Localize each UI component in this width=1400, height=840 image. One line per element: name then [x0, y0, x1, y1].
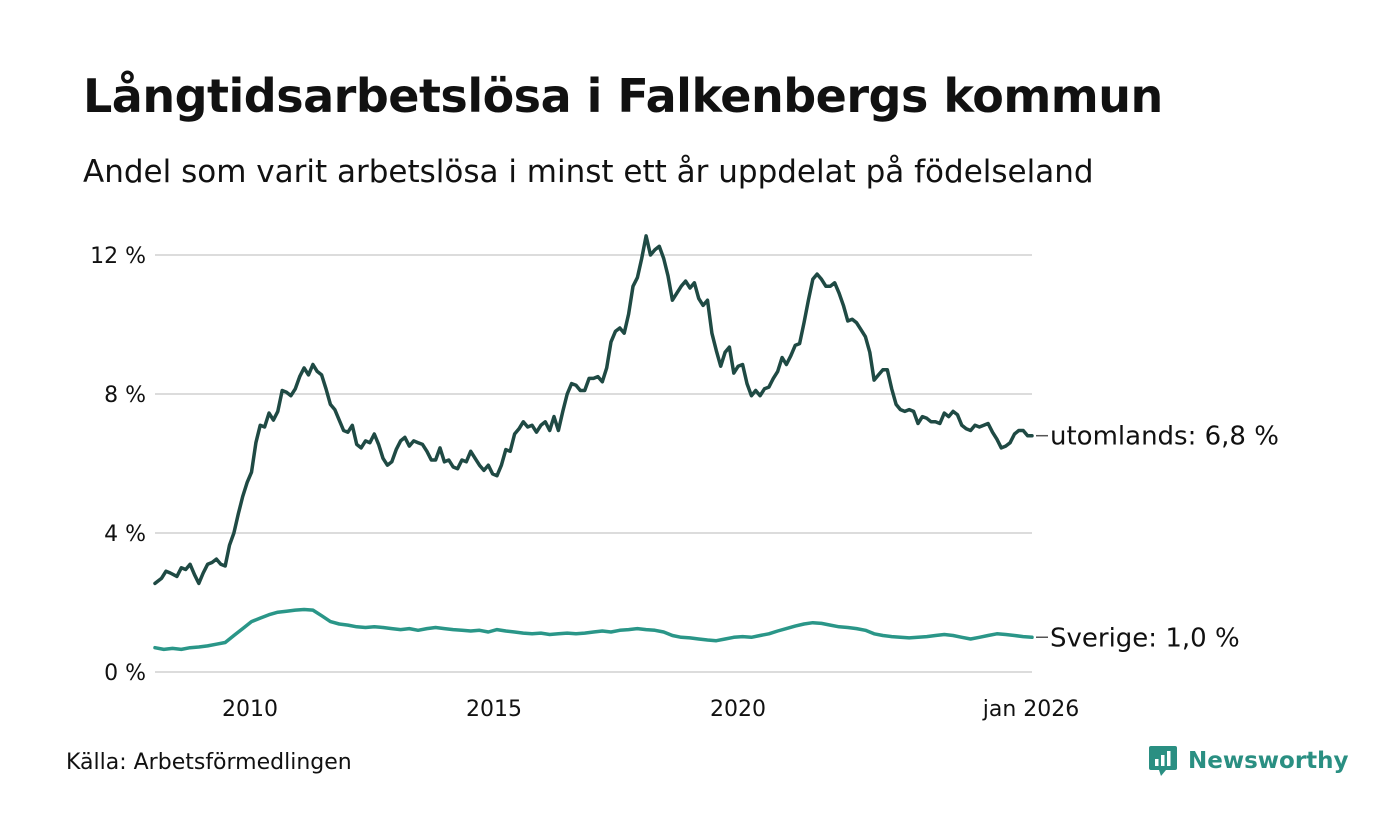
- x-tick-label: 2010: [222, 697, 278, 722]
- series-end-label-sverige: Sverige: 1,0 %: [1050, 623, 1240, 653]
- y-tick-label: 8 %: [104, 383, 146, 408]
- y-axis-ticks: 0 % 4 % 8 % 12 %: [90, 244, 146, 686]
- x-tick-label: jan 2026: [982, 697, 1080, 722]
- gridlines: [155, 254, 1032, 673]
- chart-title: Långtidsarbetslösa i Falkenbergs kommun: [83, 69, 1163, 123]
- series-end-labels: utomlands: 6,8 % Sverige: 1,0 %: [1036, 422, 1279, 653]
- newsworthy-logo-icon: [1149, 746, 1177, 776]
- newsworthy-logo: Newsworthy: [1148, 744, 1349, 778]
- series-lines: [153, 234, 1034, 652]
- series-line-utomlands: [153, 234, 1034, 586]
- chart-subtitle: Andel som varit arbetslösa i minst ett å…: [83, 154, 1094, 190]
- source-note: Källa: Arbetsförmedlingen: [66, 750, 352, 775]
- series-end-label-utomlands: utomlands: 6,8 %: [1050, 422, 1279, 452]
- y-tick-label: 4 %: [104, 522, 146, 547]
- x-tick-label: 2020: [710, 697, 766, 722]
- x-axis-ticks: 2010 2015 2020 jan 2026: [222, 697, 1079, 722]
- x-tick-label: 2015: [466, 697, 522, 722]
- series-line-sverige: [153, 607, 1034, 652]
- y-tick-label: 0 %: [104, 661, 146, 686]
- y-tick-label: 12 %: [90, 244, 146, 269]
- newsworthy-brand-name: Newsworthy: [1188, 748, 1349, 774]
